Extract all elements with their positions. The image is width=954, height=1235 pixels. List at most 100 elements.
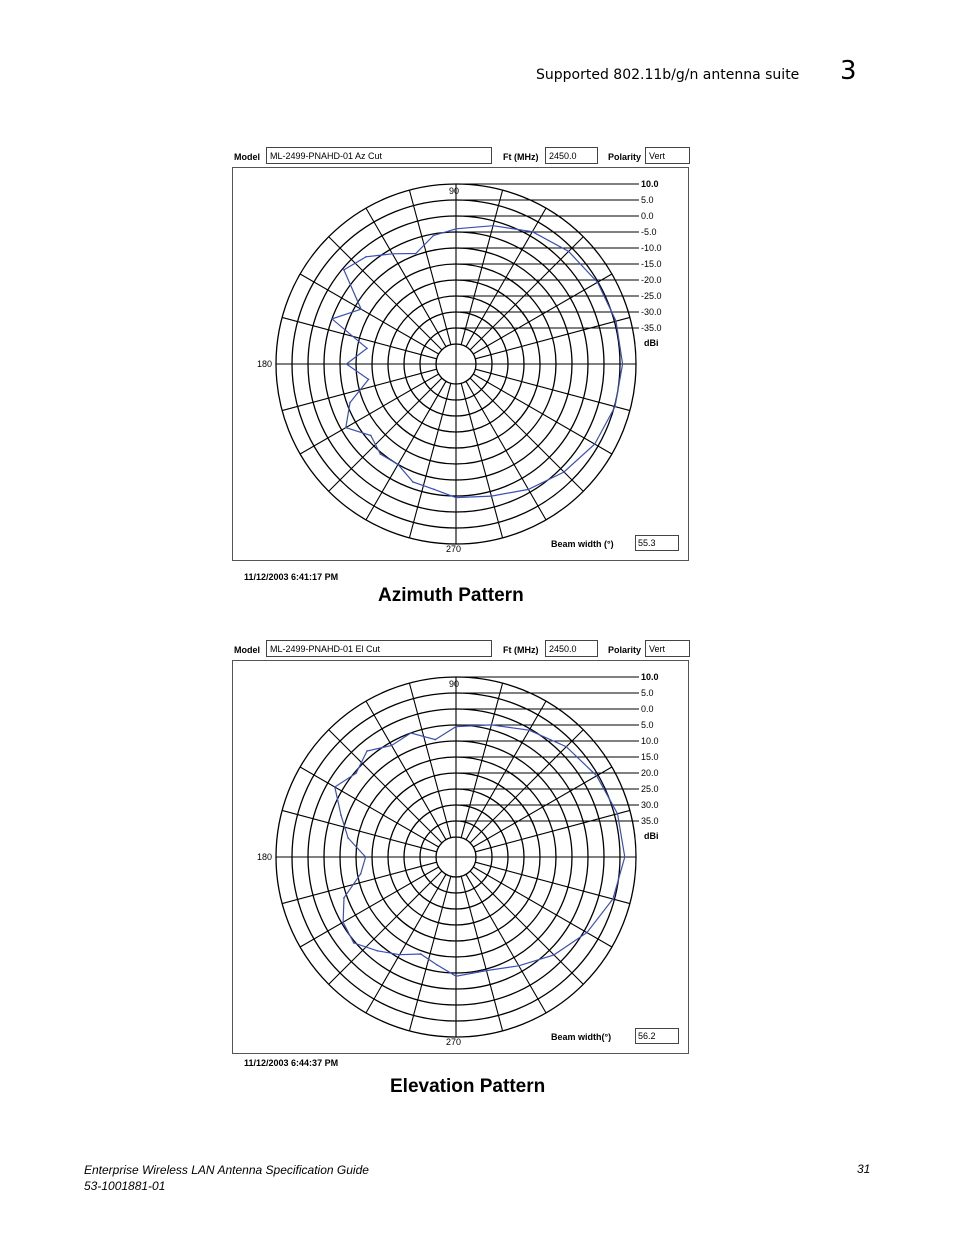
radial-tick-label: -5.0 <box>641 227 657 237</box>
azimuth-polar-chart: 10.0 5.0 0.0 -5.0 -10.0 -15.0 -20.0 -25.0 -30.0 -… <box>257 179 662 554</box>
polar-grid-spoke <box>475 809 631 853</box>
beam-width-label: Beam width(°) <box>551 1032 612 1042</box>
pattern-data-point <box>616 812 619 815</box>
pattern-data-point <box>595 775 598 777</box>
footer-doc-title: Enterprise Wireless LAN Antenna Specific… <box>84 1163 369 1177</box>
pattern-data-point <box>370 434 372 437</box>
pattern-data-point <box>333 786 336 788</box>
page-number: 31 <box>857 1162 871 1176</box>
pattern-data-point <box>621 363 624 365</box>
chart-header: Model ML-2499-PNAHD-01 El Cut Ft (MHz) 2… <box>232 640 692 660</box>
polar-grid-spoke <box>328 729 443 844</box>
pattern-data-point <box>596 281 599 284</box>
radial-tick-label: -15.0 <box>641 259 662 269</box>
pattern-data-point <box>455 496 457 499</box>
polar-grid-spoke <box>299 866 439 948</box>
angle-label-180: 180 <box>257 359 272 369</box>
radial-tick-label: -35.0 <box>641 323 662 333</box>
pattern-data-point <box>398 953 401 956</box>
radial-tick-label: 10.0 <box>641 672 659 682</box>
pattern-data-point <box>410 732 412 734</box>
pattern-data-point <box>379 453 382 455</box>
pattern-data-point <box>455 725 457 728</box>
pattern-data-point <box>527 488 530 491</box>
angle-label-90: 90 <box>449 186 459 196</box>
polarity-field: Vert <box>645 147 690 164</box>
pattern-data-point <box>455 975 457 977</box>
radial-tick-label: -20.0 <box>641 275 662 285</box>
polarity-field: Vert <box>645 640 690 657</box>
beam-width-field: 55.3 <box>635 535 679 551</box>
polar-grid-spoke <box>465 874 547 1014</box>
pattern-data-point <box>614 405 616 408</box>
polar-grid-spoke <box>408 383 452 539</box>
pattern-data-point <box>518 964 520 967</box>
radial-tick-label: -25.0 <box>641 291 662 301</box>
polar-grid-spoke <box>281 316 437 360</box>
radial-tick-label: 0.0 <box>641 211 654 221</box>
frequency-label: Ft (MHz) <box>503 645 539 655</box>
polarity-label: Polarity <box>608 645 642 655</box>
pattern-data-point <box>366 347 368 350</box>
polar-grid-spoke <box>465 381 547 521</box>
pattern-data-point <box>434 738 437 741</box>
pattern-data-point <box>485 969 488 972</box>
polar-grid-spoke <box>460 876 504 1032</box>
timestamp: 11/12/2003 6:41:17 PM <box>244 572 339 582</box>
radial-tick-label: 15.0 <box>641 752 659 762</box>
polar-grid-spoke <box>469 377 584 492</box>
pattern-data-point <box>349 401 351 404</box>
polar-grid-spoke <box>299 373 439 455</box>
polar-grid-spoke <box>473 866 613 948</box>
frequency-field: 2450.0 <box>545 640 598 657</box>
polar-plot-frame: 10.0 5.0 0.0 -5.0 -10.0 -15.0 -20.0 -25.0 -30.0 -… <box>232 167 689 561</box>
angle-label-180: 180 <box>257 852 272 862</box>
beam-width: Beam width (°) 55.3 <box>551 535 679 551</box>
pattern-data-point <box>419 953 422 955</box>
polar-grid-spoke <box>281 809 437 853</box>
pattern-data-point <box>342 921 344 923</box>
beam-width-field: 56.2 <box>635 1028 679 1044</box>
pattern-data-point <box>376 949 379 952</box>
polar-grid-spoke <box>473 273 613 355</box>
pattern-data-point <box>567 250 570 253</box>
pattern-data-point <box>412 481 414 483</box>
pattern-data-point <box>364 856 367 858</box>
pattern-data-point <box>528 729 530 732</box>
pattern-data-point <box>553 954 555 956</box>
radial-tick-label: -30.0 <box>641 307 662 317</box>
polar-grid-spoke <box>365 381 447 521</box>
polar-grid-spoke <box>328 377 443 492</box>
polar-grid-spoke <box>460 189 504 345</box>
pattern-data-point <box>624 856 626 858</box>
polar-grid-spoke <box>469 870 584 985</box>
model-label: Model <box>234 645 260 655</box>
pattern-data-point <box>365 255 367 258</box>
polarity-label: Polarity <box>608 152 642 162</box>
pattern-data-point <box>565 745 568 748</box>
model-field: ML-2499-PNAHD-01 Az Cut <box>266 147 492 164</box>
pattern-data-point <box>352 942 355 944</box>
chart-header: Model ML-2499-PNAHD-01 Az Cut Ft (MHz) 2… <box>232 147 692 167</box>
pattern-data-point <box>414 252 417 255</box>
polar-grid-spoke <box>328 870 443 985</box>
pattern-data-point <box>593 443 596 445</box>
angle-label-270: 270 <box>446 1037 461 1047</box>
pattern-data-point <box>345 363 348 365</box>
polar-grid-spoke <box>299 273 439 355</box>
pattern-data-point <box>433 488 435 491</box>
section-title: Supported 802.11b/g/n antenna suite <box>536 67 800 83</box>
pattern-data-point <box>490 724 493 726</box>
polar-grid-spoke <box>469 236 584 351</box>
pattern-data-point <box>391 253 394 255</box>
pattern-data-point <box>490 495 493 497</box>
model-label: Model <box>234 152 260 162</box>
radial-tick-label: 10.0 <box>641 179 659 189</box>
radial-tick-label: 5.0 <box>641 195 654 205</box>
pattern-data-point <box>367 378 370 381</box>
beam-width: Beam width(°) 56.2 <box>551 1028 679 1044</box>
unit-label: dBi <box>644 338 659 348</box>
pattern-data-point <box>436 964 438 966</box>
pattern-data-point <box>615 320 617 322</box>
radial-tick-label: 20.0 <box>641 768 659 778</box>
